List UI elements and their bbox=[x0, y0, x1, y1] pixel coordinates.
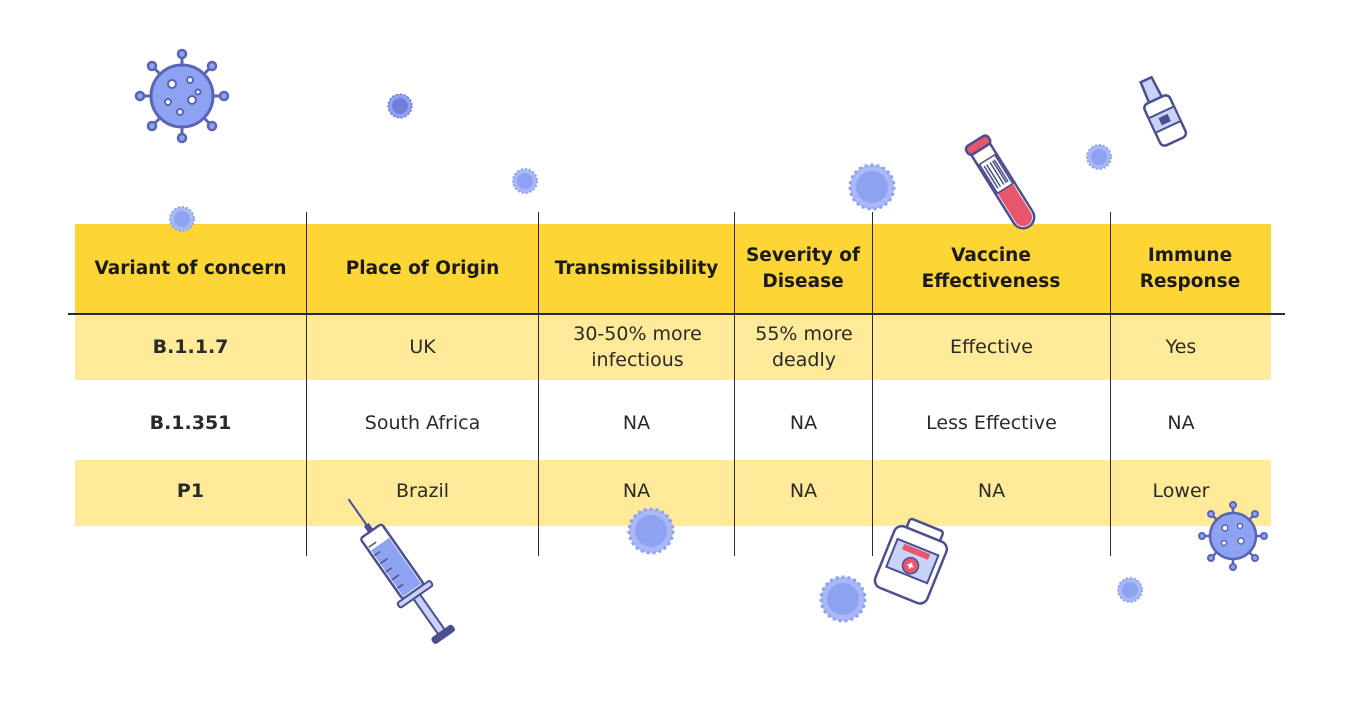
column-divider bbox=[734, 212, 735, 556]
cell-immune-response: Lower bbox=[1152, 480, 1210, 502]
cell-variant: P1 bbox=[176, 480, 205, 502]
cell-severity: NA bbox=[789, 412, 818, 434]
virus-icon bbox=[1198, 501, 1268, 571]
virus-icon bbox=[1086, 144, 1112, 170]
table-row-band bbox=[75, 314, 1271, 380]
cell-vaccine-effectiveness: NA bbox=[977, 480, 1006, 502]
cell-severity: 55% more deadly bbox=[755, 323, 853, 371]
cell-vaccine-effectiveness: Effective bbox=[950, 336, 1033, 358]
cell-immune-response: NA bbox=[1167, 412, 1195, 434]
header-transmissibility: Transmissibility bbox=[554, 257, 719, 279]
cell-origin: UK bbox=[409, 336, 436, 358]
cell-origin: Brazil bbox=[395, 480, 450, 502]
table-row-band bbox=[75, 460, 1271, 526]
column-divider bbox=[872, 212, 873, 556]
header-vaccine-effectiveness: Vaccine Effectiveness bbox=[921, 244, 1061, 292]
column-divider bbox=[306, 212, 307, 556]
virus-icon bbox=[1117, 577, 1143, 603]
virus-icon bbox=[848, 163, 896, 211]
column-divider bbox=[1110, 212, 1111, 556]
cell-severity: NA bbox=[789, 480, 818, 502]
virus-icon bbox=[627, 507, 675, 555]
cell-vaccine-effectiveness: Less Effective bbox=[926, 412, 1057, 434]
virus-icon bbox=[134, 48, 230, 144]
cell-variant: B.1.351 bbox=[149, 412, 232, 434]
vaccine-vial-icon bbox=[1139, 75, 1188, 147]
cell-variant: B.1.1.7 bbox=[152, 336, 229, 358]
virus-icon bbox=[512, 168, 538, 194]
virus-icon bbox=[819, 575, 867, 623]
header-immune-response: Immune Response bbox=[1139, 244, 1241, 292]
virus-icon bbox=[169, 206, 195, 232]
virus-icon bbox=[387, 93, 413, 119]
table-header-band bbox=[75, 224, 1271, 313]
header-severity: Severity of Disease bbox=[745, 244, 861, 292]
cell-transmissibility: 30-50% more infectious bbox=[573, 323, 702, 371]
cell-transmissibility: NA bbox=[622, 480, 651, 502]
header-divider bbox=[68, 313, 1285, 315]
medicine-bottle-icon bbox=[873, 517, 949, 605]
test-tube-icon bbox=[964, 134, 1036, 230]
column-divider bbox=[538, 212, 539, 556]
header-origin: Place of Origin bbox=[345, 257, 500, 279]
cell-immune-response: Yes bbox=[1165, 336, 1197, 358]
cell-transmissibility: NA bbox=[622, 412, 651, 434]
syringe-icon bbox=[347, 498, 455, 644]
header-variant: Variant of concern bbox=[94, 257, 287, 279]
cell-origin: South Africa bbox=[364, 412, 481, 434]
